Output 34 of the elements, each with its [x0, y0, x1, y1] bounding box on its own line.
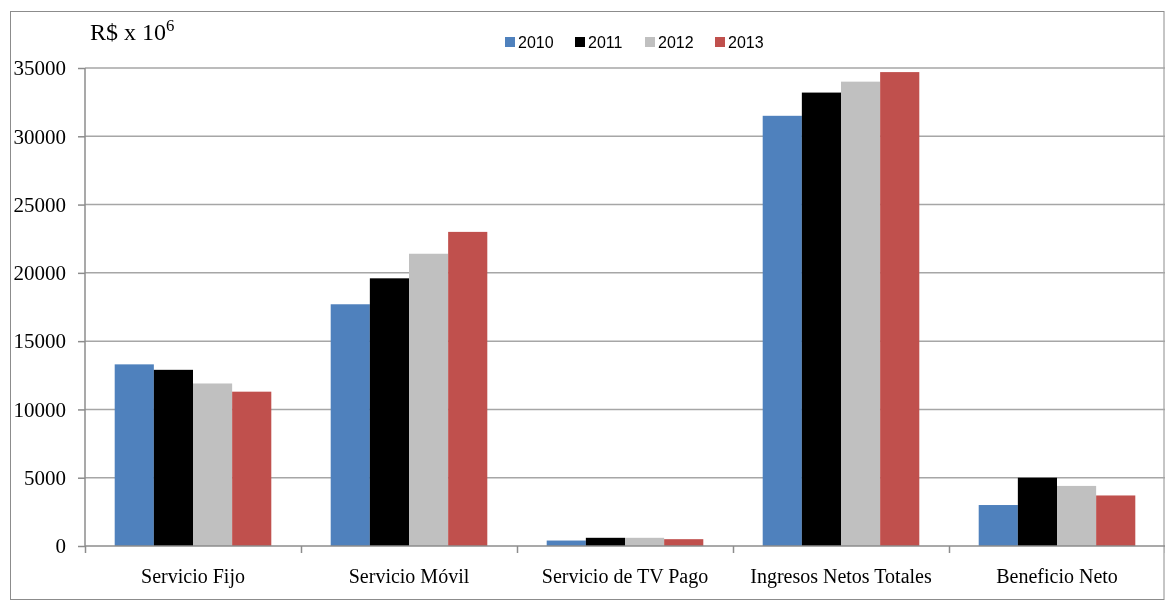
legend-label: 2012	[658, 34, 694, 51]
bar	[448, 231, 488, 546]
bar	[409, 253, 449, 546]
bar	[114, 364, 154, 546]
y-tick-label: 20000	[13, 261, 66, 286]
bar	[330, 304, 370, 546]
y-tick-label: 15000	[13, 329, 66, 354]
bar	[801, 92, 841, 546]
bar	[232, 391, 272, 546]
bar	[153, 369, 193, 546]
bar	[1017, 477, 1057, 546]
y-tick-label: 25000	[13, 192, 66, 217]
x-tick-label: Ingresos Netos Totales	[750, 565, 932, 588]
y-tick-label: 30000	[13, 124, 66, 149]
x-tick-label: Servicio de TV Pago	[541, 565, 709, 588]
y-tick-label: 0	[55, 534, 66, 559]
legend-label: 2011	[588, 34, 623, 51]
bar	[762, 115, 802, 546]
y-tick-label: 35000	[13, 56, 66, 81]
y-axis-title: R$ x 10$^{6}$	[90, 15, 175, 45]
bar	[880, 72, 920, 546]
legend-label: 2013	[728, 34, 764, 51]
bar	[841, 81, 881, 546]
bar	[193, 383, 233, 546]
y-tick-label: 10000	[13, 397, 66, 422]
x-tick-label: Servicio Fijo	[141, 565, 245, 588]
x-tick-label: Servicio Móvil	[348, 565, 470, 587]
bar	[1057, 485, 1097, 546]
x-tick-label: Beneficio Neto	[996, 565, 1118, 587]
legend-label: 2010	[518, 34, 554, 51]
bar	[1096, 495, 1136, 546]
y-tick-label: 5000	[24, 465, 66, 490]
bar	[978, 505, 1018, 546]
bar	[369, 278, 409, 546]
